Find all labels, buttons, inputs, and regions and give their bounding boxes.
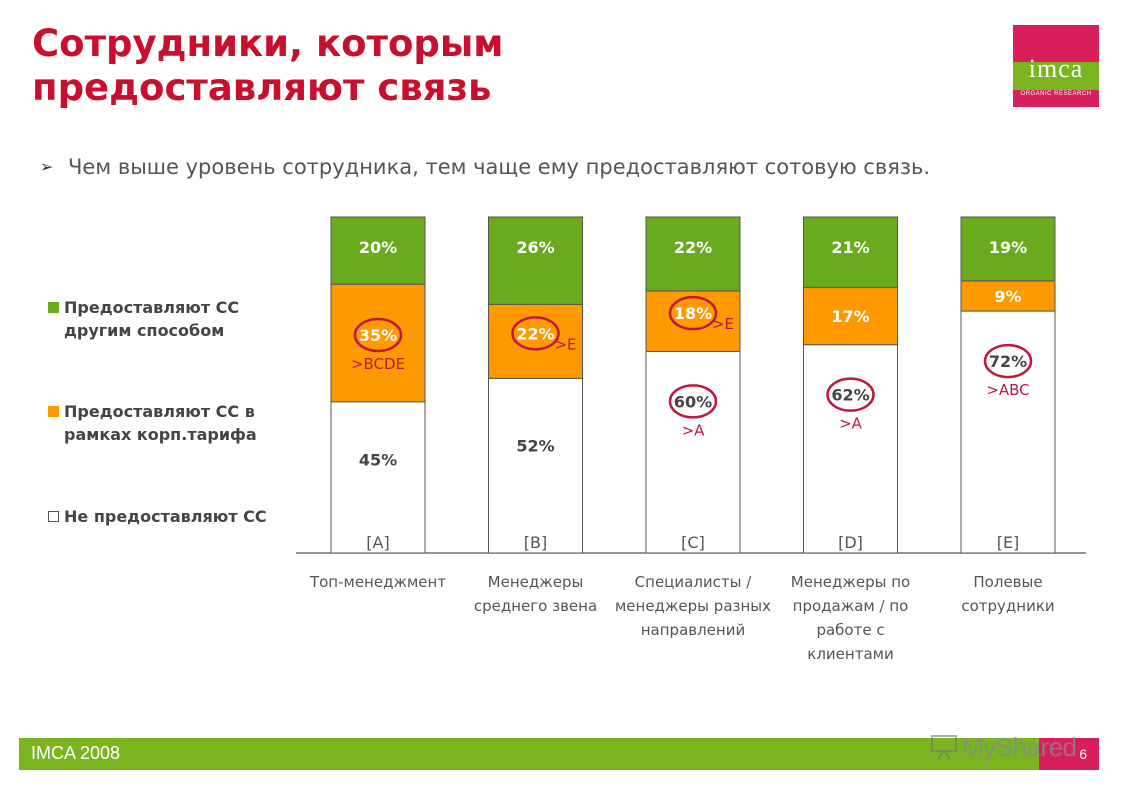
significance-circle [668, 384, 718, 419]
category-label: клиентами [807, 645, 893, 663]
logo-band [1013, 62, 1099, 90]
significance-label: >A [839, 415, 863, 433]
data-label: 17% [831, 307, 869, 326]
bar-segment [803, 287, 898, 346]
bar-segment [803, 344, 898, 554]
legend-item-corporate: Предоставляют СС в рамках корп.тарифа [48, 400, 288, 446]
bar-segment [488, 377, 583, 554]
footer-bar: IMCA 2008 6 [19, 738, 1099, 770]
category-label: направлений [641, 621, 745, 639]
significance-circle [983, 343, 1033, 379]
page-title: Сотрудники, которым предоставляют связь [32, 22, 504, 109]
significance-circle [826, 377, 875, 412]
bar-code-label: [E] [997, 533, 1020, 552]
bar-segment [645, 290, 741, 352]
imca-logo: imca ORGANIC RESEARCH [1013, 25, 1099, 107]
data-label: 20% [359, 238, 397, 257]
category-label: работе с [816, 621, 884, 639]
legend-label: Не предоставляют СС [64, 507, 267, 526]
bar-code-label: [A] [366, 533, 389, 552]
data-label: 52% [516, 437, 554, 456]
bar-segment [488, 216, 583, 305]
category-label: сотрудники [961, 597, 1054, 615]
significance-circle [668, 295, 718, 331]
bar-segment [330, 401, 426, 554]
footer-text: IMCA 2008 [31, 743, 121, 763]
significance-label: >E [554, 335, 576, 353]
arrow-bullet-icon: ➢ [40, 157, 54, 176]
bar-segment [645, 216, 741, 292]
data-label: 22% [674, 238, 712, 257]
data-label: 22% [516, 324, 554, 343]
page-number: 6 [1079, 746, 1087, 762]
category-label: Менеджеры [488, 573, 584, 591]
category-label: продажам / по [793, 597, 909, 615]
data-label: 45% [359, 450, 397, 469]
watermark: MyShared [962, 732, 1077, 762]
presentation-icon [931, 735, 957, 760]
data-label: 35% [359, 326, 397, 345]
significance-circle [353, 317, 403, 353]
legend-item-none: Не предоставляют СС [48, 505, 288, 528]
logo-subtitle: ORGANIC RESEARCH [1020, 91, 1092, 97]
data-label: 60% [674, 392, 712, 411]
significance-label: >E [712, 315, 734, 333]
legend-swatch-green [48, 302, 59, 313]
category-label: менеджеры разных [615, 597, 771, 615]
data-label: 26% [516, 238, 554, 257]
bar-code-label: [B] [524, 533, 547, 552]
legend-item-other: Предоставляют СС другим способом [48, 296, 288, 342]
significance-label: >ABC [986, 381, 1029, 399]
category-label: Менеджеры по [791, 573, 910, 591]
category-label: среднего звена [474, 597, 597, 615]
data-label: 18% [674, 304, 712, 323]
legend-label: Предоставляют СС другим способом [64, 298, 240, 340]
stacked-bar-chart: 45%35%>BCDE20%[A]Топ-менеджмент52%22%>E2… [296, 216, 1086, 663]
significance-label: >A [682, 421, 706, 439]
bar-segment [330, 216, 426, 285]
category-label: Топ-менеджмент [309, 573, 446, 591]
bar-code-label: [D] [838, 533, 863, 552]
significance-circle [511, 316, 560, 351]
significance-label: >BCDE [351, 355, 405, 373]
data-label: 72% [989, 352, 1027, 371]
bullet-point: ➢ Чем выше уровень сотрудника, тем чаще … [40, 152, 970, 182]
bar-segment [803, 216, 898, 289]
data-label: 21% [831, 238, 869, 257]
bullet-text: Чем выше уровень сотрудника, тем чаще ем… [68, 155, 931, 179]
bar-segment [645, 350, 741, 554]
data-label: 9% [994, 287, 1021, 306]
bar-segment [960, 216, 1056, 282]
legend-label: Предоставляют СС в рамках корп.тарифа [64, 402, 257, 444]
legend-swatch-white [48, 511, 59, 522]
legend-swatch-orange [48, 406, 59, 417]
bar-code-label: [C] [681, 533, 705, 552]
data-label: 19% [989, 238, 1027, 257]
category-label: Специалисты / [635, 573, 753, 591]
bar-segment [330, 283, 426, 403]
category-label: Полевые [973, 573, 1042, 591]
bar-segment [960, 310, 1056, 554]
data-label: 62% [831, 386, 869, 405]
page-number-box: 6 [1039, 738, 1099, 770]
logo-text: imca [1028, 54, 1084, 83]
